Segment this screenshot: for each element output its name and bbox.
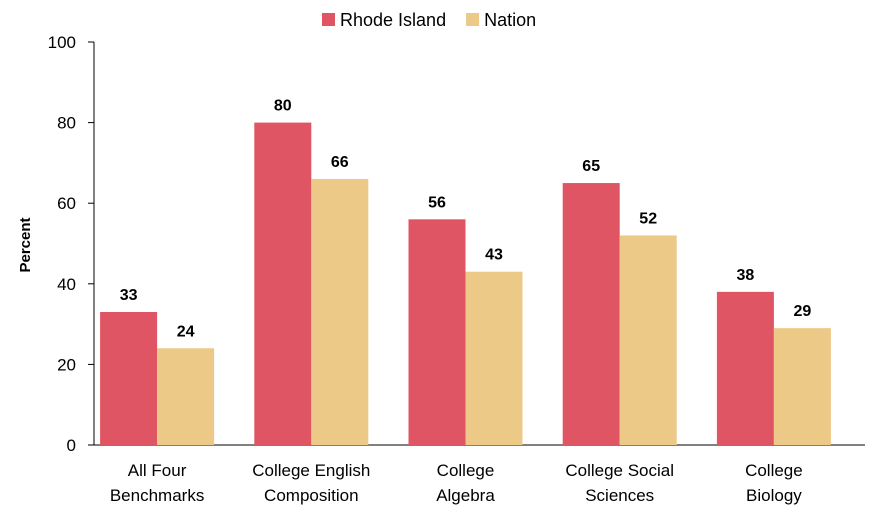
bar-rhode-island — [562, 183, 620, 446]
y-tick-label: 0 — [67, 436, 76, 455]
category-label: College — [437, 461, 495, 480]
data-label: 24 — [177, 323, 195, 340]
legend-swatch — [322, 13, 335, 26]
y-tick-label: 40 — [57, 275, 76, 294]
data-label: 38 — [737, 267, 755, 284]
data-label: 56 — [428, 194, 446, 211]
data-label: 29 — [794, 303, 812, 320]
bar-rhode-island — [716, 291, 774, 445]
y-tick-label: 20 — [57, 355, 76, 374]
bars — [100, 122, 831, 446]
category-label: All Four — [128, 461, 187, 480]
category-label: Sciences — [585, 486, 654, 505]
category-label: College English — [252, 461, 370, 480]
data-label: 52 — [639, 210, 657, 227]
data-labels: 33 24 80 66 56 43 65 52 38 29 — [120, 98, 812, 341]
y-axis-title: Percent — [17, 217, 34, 272]
bar-rhode-island — [100, 312, 158, 445]
category-label: Composition — [264, 486, 359, 505]
category-label: College Social — [565, 461, 674, 480]
bar-nation — [157, 348, 215, 445]
category-label: Benchmarks — [110, 486, 204, 505]
data-label: 66 — [331, 154, 349, 171]
category-label: Biology — [746, 486, 802, 505]
y-tick-label: 100 — [48, 33, 76, 52]
data-label: 43 — [485, 247, 503, 264]
data-label: 33 — [120, 287, 138, 304]
category-labels: All Four Benchmarks College English Composi… — [110, 461, 803, 505]
bar-nation — [311, 179, 369, 445]
y-tick-label: 80 — [57, 114, 76, 133]
data-label: 80 — [274, 98, 292, 115]
bar-nation — [773, 328, 831, 445]
category-label: College — [745, 461, 803, 480]
category-label: Algebra — [436, 486, 495, 505]
y-axis-ticks: 0 20 40 60 80 100 — [48, 33, 94, 455]
legend-label: Rhode Island — [340, 10, 446, 30]
legend-label: Nation — [484, 10, 536, 30]
bar-rhode-island — [408, 219, 466, 445]
bar-nation — [619, 235, 677, 445]
y-tick-label: 60 — [57, 194, 76, 213]
bar-rhode-island — [254, 122, 312, 445]
legend-swatch — [466, 13, 480, 26]
bar-nation — [465, 271, 523, 445]
data-label: 65 — [582, 158, 600, 175]
legend: Rhode Island Nation — [322, 10, 536, 30]
